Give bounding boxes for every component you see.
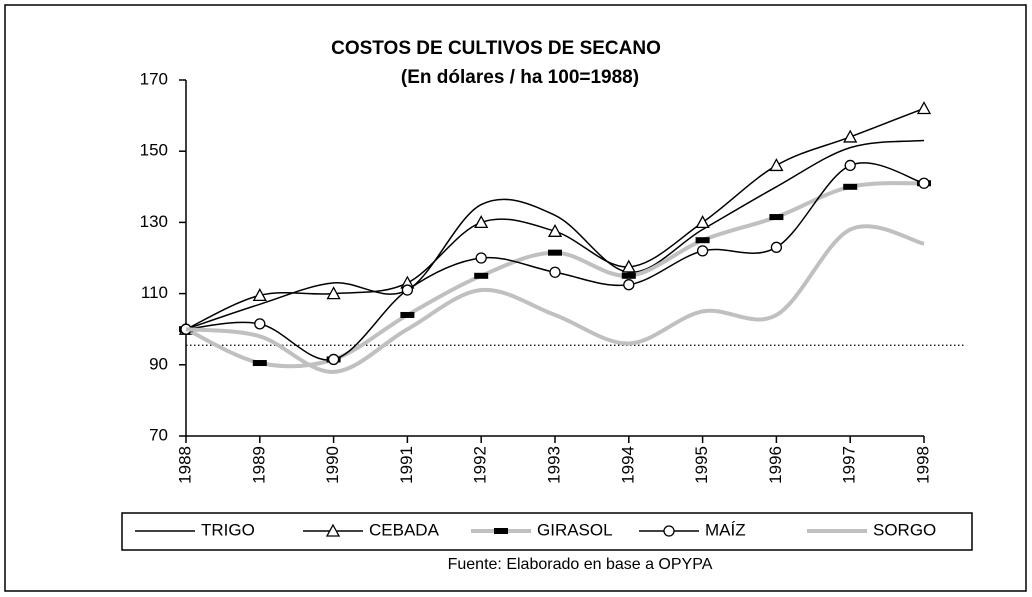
triangle-marker [621, 259, 636, 273]
legend-label: SORGO [873, 520, 936, 539]
legend-label: CEBADA [369, 520, 440, 539]
x-tick-label: 1993 [544, 446, 563, 484]
triangle-marker [695, 215, 710, 229]
legend-box [121, 512, 973, 551]
y-tick-label: 90 [149, 354, 168, 373]
triangle-marker [916, 101, 932, 115]
dash-marker [695, 237, 710, 244]
circle-marker [549, 266, 561, 278]
legend-label: GIRASOL [537, 520, 613, 539]
x-tick-label: 1997 [840, 446, 859, 484]
dash-marker [621, 272, 636, 279]
circle-marker [770, 241, 783, 253]
source-note: Fuente: Elaborado en base a OPYPA [448, 556, 713, 573]
circle-marker [401, 284, 414, 296]
series-line [185, 224, 925, 374]
chart-subtitle: (En dólares / ha 100=1988) [401, 67, 639, 88]
circle-marker [475, 252, 487, 264]
circle-marker [663, 525, 675, 537]
x-tick-label: 1995 [692, 446, 711, 484]
circle-marker [918, 177, 930, 189]
dash-marker [400, 311, 415, 318]
dash-marker [769, 214, 784, 221]
triangle-marker [252, 288, 267, 302]
y-tick-label: 170 [140, 69, 168, 88]
y-tick-label: 70 [149, 425, 168, 444]
legend-label: TRIGO [201, 520, 255, 539]
triangle-marker [474, 215, 489, 229]
x-tick-label: 1991 [397, 446, 416, 484]
triangle-marker [325, 523, 341, 537]
legend-label: MAÍZ [705, 520, 746, 539]
x-tick-label: 1996 [766, 446, 785, 484]
circle-marker [844, 159, 856, 172]
circle-marker [327, 353, 340, 366]
y-tick-label: 150 [140, 141, 168, 160]
x-tick-label: 1988 [175, 446, 194, 484]
triangle-marker [769, 158, 784, 172]
triangle-marker [547, 223, 563, 237]
series-line [185, 139, 925, 330]
triangle-marker [843, 129, 858, 143]
x-tick-label: 1990 [323, 446, 342, 484]
x-tick-label: 1998 [913, 446, 932, 484]
chart-title: COSTOS DE CULTIVOS DE SECANO [331, 38, 661, 59]
x-tick-label: 1992 [471, 446, 490, 484]
circle-marker [254, 318, 266, 330]
dash-marker [252, 360, 267, 367]
dash-marker [548, 249, 562, 256]
dash-marker [474, 272, 489, 279]
x-tick-label: 1994 [618, 446, 637, 484]
y-tick-label: 130 [140, 212, 168, 231]
circle-marker [623, 279, 635, 291]
x-tick-label: 1989 [249, 446, 268, 484]
y-tick-label: 110 [141, 283, 168, 302]
triangle-marker [326, 286, 341, 300]
dash-marker [843, 183, 858, 190]
dash-marker [494, 528, 508, 534]
circle-marker [696, 245, 709, 257]
